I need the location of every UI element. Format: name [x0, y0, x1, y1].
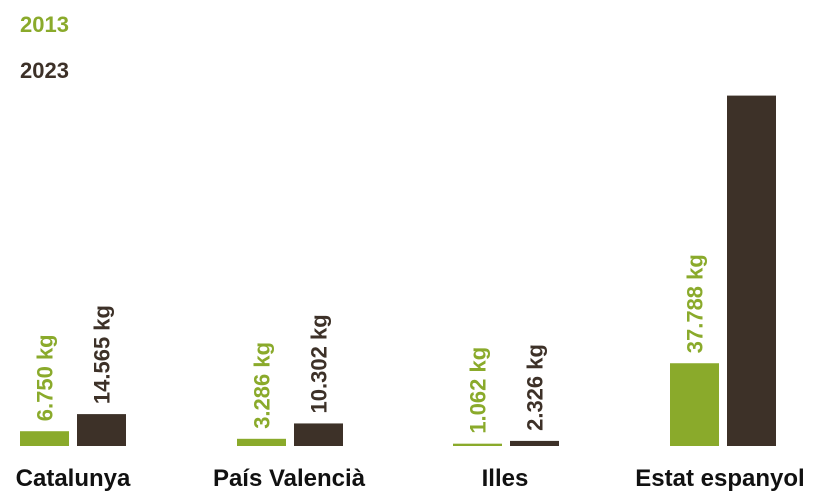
- value-label-2013-2: 3.286 kg: [250, 342, 275, 429]
- bars-group: [20, 95, 776, 446]
- value-label-2013-3: 1.062 kg: [466, 347, 491, 434]
- category-label-1: Catalunya: [16, 465, 131, 492]
- category-label-4: Estat espanyol: [635, 465, 804, 492]
- bar-2013-4: [670, 363, 719, 446]
- bar-2023-2: [294, 423, 343, 446]
- bar-2013-1: [20, 431, 69, 446]
- category-label-3: Illes: [482, 465, 529, 492]
- legend-entry-2023: 2023: [20, 58, 69, 83]
- value-label-2013-1: 6.750 kg: [33, 334, 58, 421]
- legend: 2013 2023: [20, 12, 69, 83]
- legend-entry-2013: 2013: [20, 12, 69, 37]
- value-label-2013-4: 37.788 kg: [683, 254, 708, 353]
- value-label-2023-1: 14.565 kg: [90, 305, 115, 404]
- value-labels-group: 6.750 kg 14.565 kg 3.286 kg 10.302 kg 1.062 …: [33, 254, 708, 434]
- bar-2023-4: [727, 95, 776, 446]
- bar-2013-3: [453, 443, 502, 446]
- bar-2023-3: [510, 440, 559, 446]
- bar-2013-2: [237, 438, 286, 446]
- bar-2023-1: [77, 414, 126, 446]
- category-labels-group: Catalunya País Valencià Illes Estat espanyo…: [16, 465, 805, 492]
- category-label-2: País Valencià: [213, 465, 366, 492]
- value-label-2023-2: 10.302 kg: [307, 314, 332, 413]
- value-label-2023-3: 2.326 kg: [523, 344, 548, 431]
